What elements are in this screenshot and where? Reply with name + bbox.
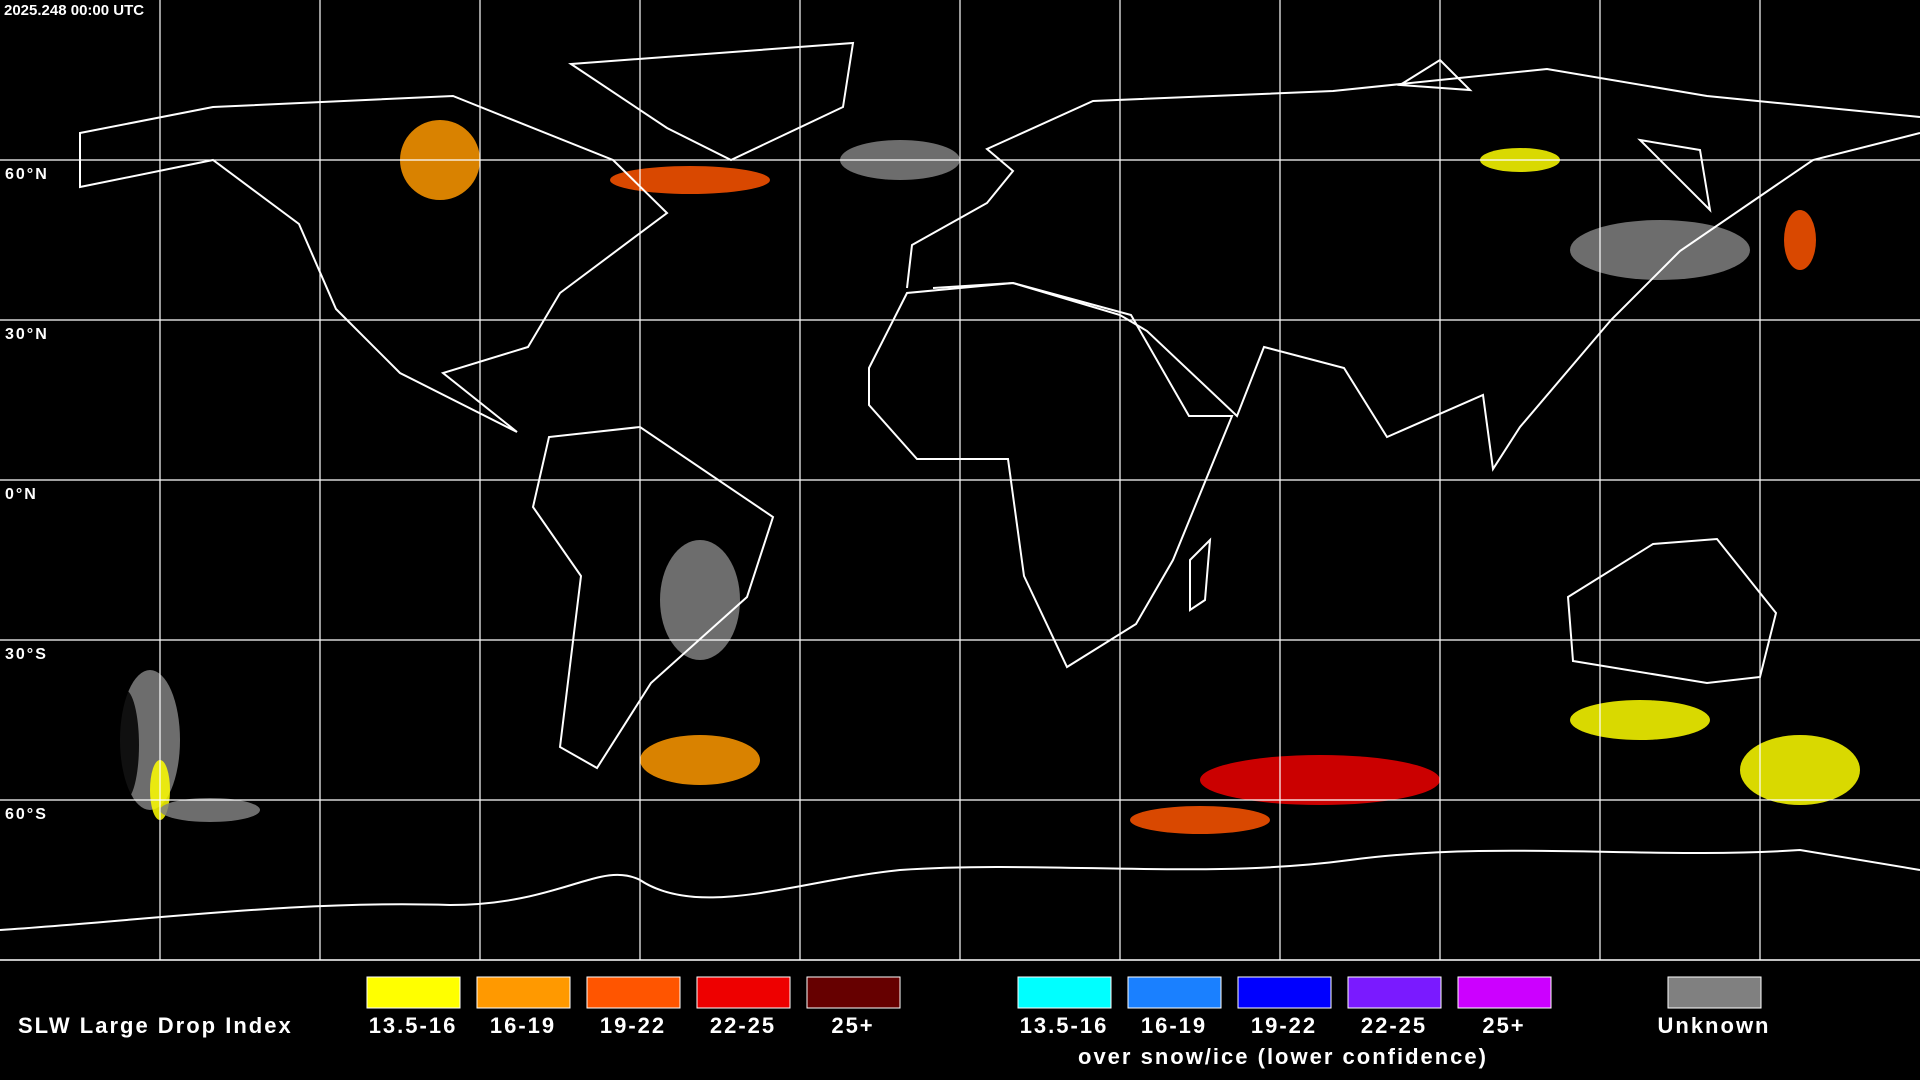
legend-swatch bbox=[1127, 976, 1222, 1009]
legend-label: 25+ bbox=[1482, 1013, 1525, 1038]
legend-label: 16-19 bbox=[490, 1013, 556, 1038]
legend-swatch bbox=[1457, 976, 1552, 1009]
legend-swatch bbox=[1347, 976, 1442, 1009]
legend-swatch bbox=[1017, 976, 1112, 1009]
legend-swatch bbox=[696, 976, 791, 1009]
coastline bbox=[79, 94, 669, 433]
legend-note: over snow/ice (lower confidence) bbox=[1078, 1044, 1488, 1069]
latitude-label: 60°S bbox=[5, 806, 48, 823]
timestamp: 2025.248 00:00 UTC bbox=[4, 2, 144, 19]
blob bbox=[160, 798, 260, 822]
coastline bbox=[1396, 58, 1712, 213]
blob bbox=[111, 690, 139, 800]
blob bbox=[1784, 210, 1816, 270]
latitude-labels: 60°N 30°N 0°N 30°S 60°S bbox=[5, 166, 49, 823]
legend-swatch bbox=[476, 976, 571, 1009]
coastline bbox=[568, 41, 855, 162]
coastline bbox=[1566, 537, 1778, 685]
legend-label: 22-25 bbox=[710, 1013, 776, 1038]
graticule bbox=[0, 0, 1920, 960]
latitude-label: 60°N bbox=[5, 166, 49, 183]
blob bbox=[1200, 755, 1440, 805]
legend-label: 19-22 bbox=[600, 1013, 666, 1038]
legend-swatch bbox=[366, 976, 461, 1009]
blob bbox=[660, 540, 740, 660]
legend-swatch bbox=[586, 976, 681, 1009]
latitude-label: 0°N bbox=[5, 486, 38, 503]
blob bbox=[610, 166, 770, 194]
blob bbox=[1740, 735, 1860, 805]
coastline bbox=[1189, 537, 1212, 612]
legend-label: 22-25 bbox=[1361, 1013, 1427, 1038]
legend: 13.5-16 16-19 19-22 22-25 25+ 13.5-16 16-19 19-… bbox=[366, 976, 1771, 1038]
blob bbox=[1570, 700, 1710, 740]
legend-label: 25+ bbox=[831, 1013, 874, 1038]
legend-swatch bbox=[806, 976, 901, 1009]
legend-label: Unknown bbox=[1658, 1013, 1771, 1038]
blob bbox=[640, 735, 760, 785]
legend-label: 16-19 bbox=[1141, 1013, 1207, 1038]
legend-label: 13.5-16 bbox=[1020, 1013, 1109, 1038]
legend-label: 13.5-16 bbox=[369, 1013, 458, 1038]
legend-swatch bbox=[1667, 976, 1762, 1009]
legend-label: 19-22 bbox=[1251, 1013, 1317, 1038]
blob bbox=[980, 715, 1160, 765]
blob bbox=[300, 820, 400, 840]
latitude-label: 30°S bbox=[5, 646, 48, 663]
legend-panel bbox=[0, 960, 1920, 1080]
legend-title: SLW Large Drop Index bbox=[18, 1013, 293, 1038]
legend-swatch bbox=[1237, 976, 1332, 1009]
latitude-label: 30°N bbox=[5, 326, 49, 343]
coastline bbox=[0, 848, 1920, 931]
blob bbox=[1130, 806, 1270, 834]
